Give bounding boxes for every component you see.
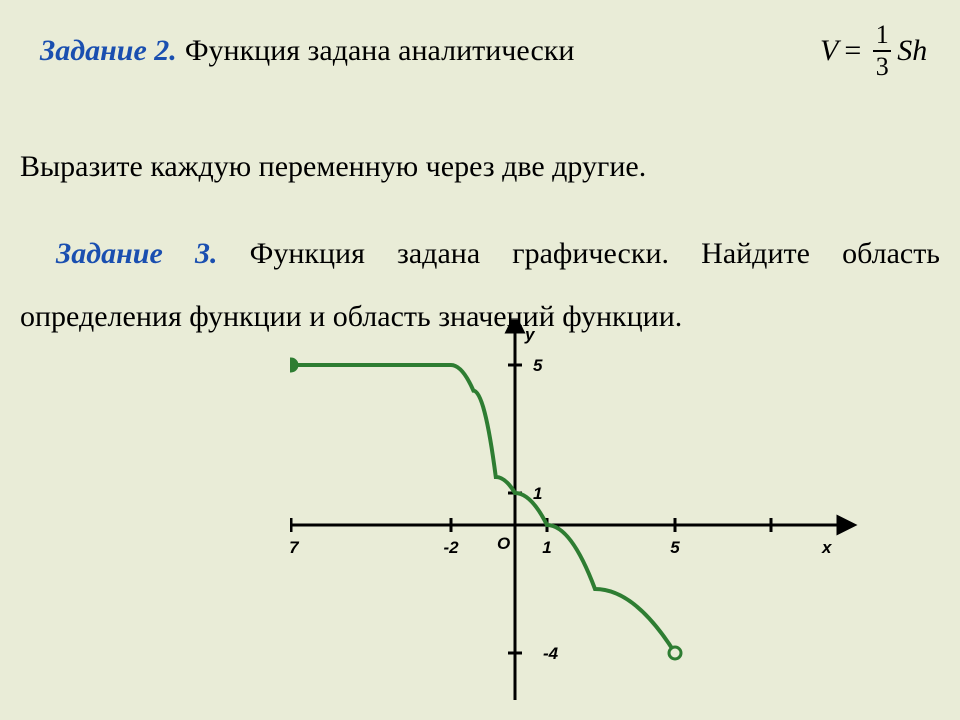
task2-text: Функция задана аналитически: [185, 34, 575, 68]
y-tick-label: 1: [533, 484, 542, 503]
formula: V = 1 3 Sh: [820, 20, 927, 82]
endpoint-marker: [290, 359, 297, 371]
task3-header: Задание 3.: [56, 237, 217, 270]
x-tick-label: -7: [290, 538, 300, 557]
y-axis-label: y: [524, 325, 536, 344]
formula-fraction: 1 3: [873, 20, 891, 82]
x-tick-label: 1: [542, 538, 551, 557]
instruction2: Выразите каждую переменную через две дру…: [20, 150, 646, 184]
y-tick-label: 5: [533, 356, 543, 375]
y-tick-label: -4: [543, 644, 559, 663]
function-chart: -7 -2 1 5 5 1 -4 x y O: [290, 320, 860, 700]
endpoint-marker: [669, 647, 681, 659]
x-tick-label: -2: [443, 538, 459, 557]
formula-num: 1: [874, 20, 891, 50]
formula-lhs: V: [820, 34, 838, 68]
formula-den: 3: [874, 52, 891, 82]
task2-line: Задание 2. Функция задана аналитически: [40, 34, 574, 68]
x-axis-label: x: [821, 538, 833, 557]
formula-rhs: Sh: [897, 34, 927, 68]
origin-label: O: [497, 534, 510, 553]
x-tick-label: 5: [670, 538, 680, 557]
formula-eq: =: [844, 34, 861, 68]
function-curve: [291, 365, 675, 653]
task2-header: Задание 2.: [40, 34, 177, 68]
